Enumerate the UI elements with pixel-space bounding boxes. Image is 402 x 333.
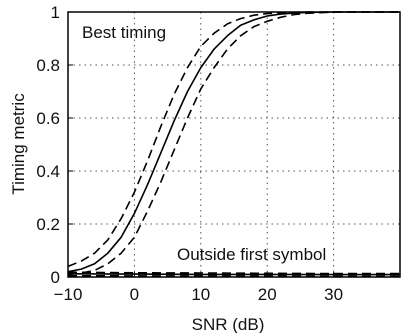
series-line-6-dashed: [67, 274, 400, 278]
y-tick-label: 0.8: [36, 56, 60, 75]
y-axis-label: Timing metric: [9, 93, 28, 195]
series-group: [67, 11, 400, 278]
series-line-3-dashed: [67, 11, 400, 276]
y-tick-label: 0.2: [36, 215, 60, 234]
annotation-outside-first-symbol: Outside first symbol: [177, 245, 326, 264]
grid: [67, 11, 400, 278]
y-tick-label: 0.4: [36, 162, 60, 181]
y-tick-label: 0: [51, 268, 60, 287]
x-tick-label: 10: [191, 285, 210, 304]
annotation-best-timing: Best timing: [82, 23, 166, 42]
y-tick-label: 0.6: [36, 109, 60, 128]
y-tick-labels: 0 0.2 0.4 0.6 0.8 1: [36, 3, 60, 287]
plot-area-frame: [67, 11, 401, 278]
x-tick-label: −10: [54, 285, 83, 304]
series-line-1-solid: [67, 11, 400, 273]
x-tick-label: 0: [130, 285, 139, 304]
x-tick-labels: −10 0 10 20 30: [54, 285, 343, 304]
x-tick-label: 30: [324, 285, 343, 304]
series-line-4-solid: [67, 272, 400, 276]
series-line-5-dashed: [67, 271, 400, 275]
series-line-2-dashed: [67, 11, 400, 268]
x-tick-label: 20: [258, 285, 277, 304]
x-axis-label: SNR (dB): [192, 315, 265, 333]
y-tick-label: 1: [51, 3, 60, 22]
